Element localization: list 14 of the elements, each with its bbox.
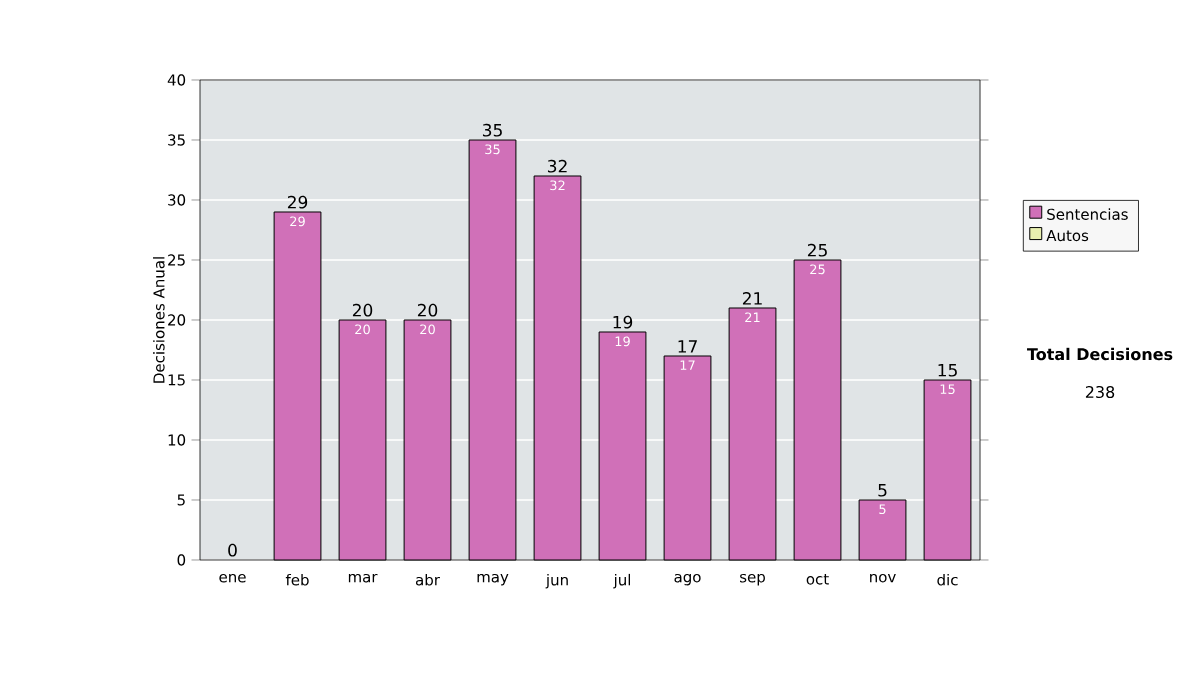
total-label: 19 — [613, 315, 633, 329]
total-label: 20 — [352, 303, 373, 317]
total-label: 0 — [228, 543, 237, 557]
total-label: 17 — [678, 340, 697, 353]
text: 238 — [1085, 385, 1115, 399]
total-label: 35 — [482, 123, 502, 137]
total-label: 21 — [742, 291, 762, 305]
total-label: 20 — [417, 303, 438, 317]
text: Total Decisiones — [1027, 347, 1173, 361]
total-label: 32 — [547, 159, 567, 173]
total-label: 5 — [878, 483, 887, 497]
total-label: 15 — [938, 363, 957, 377]
total-label: 25 — [807, 243, 827, 257]
total-label: 29 — [287, 195, 308, 209]
